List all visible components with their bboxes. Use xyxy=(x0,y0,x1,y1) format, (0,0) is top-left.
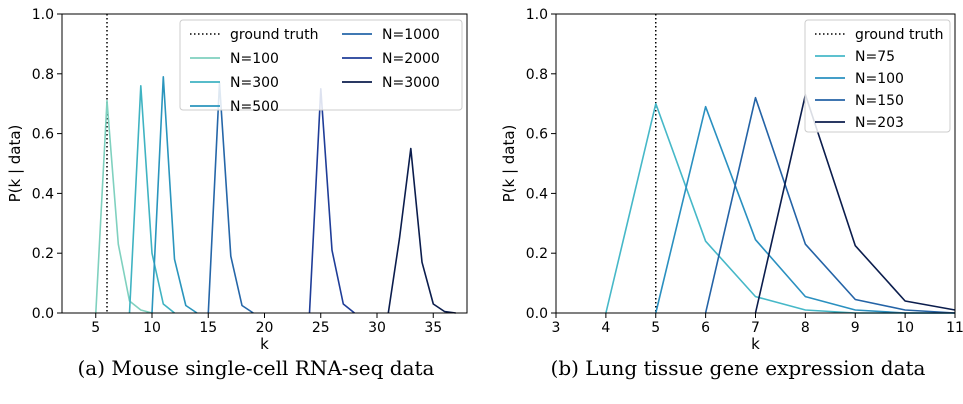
x-tick-label: 4 xyxy=(601,320,610,336)
x-tick-label: 15 xyxy=(199,320,217,336)
y-tick-label: 0.6 xyxy=(526,127,548,143)
x-tick-label: 5 xyxy=(91,320,100,336)
y-tick-label: 1.0 xyxy=(526,7,548,23)
panel-b: 3 4 5 6 7 8 9 10 11 0.0 0.2 0.4 0.6 0.8 1.0 k P(k | data… xyxy=(500,7,963,353)
panel-a: 5 10 15 20 25 30 35 0.0 0.2 0.4 0.6 0.8 1.0 k P(k | da… xyxy=(6,7,468,353)
y-tick-label: 0.4 xyxy=(32,186,54,202)
x-tick-label: 35 xyxy=(424,320,442,336)
series-line-n-100 xyxy=(95,99,153,314)
y-tick-label: 1.0 xyxy=(32,7,54,23)
x-tick-label: 11 xyxy=(946,320,963,336)
legend-label: ground truth xyxy=(855,27,943,43)
series-line-n-75 xyxy=(605,102,955,314)
y-axis-label: P(k | data) xyxy=(6,125,24,203)
legend: ground truth N=100 N=300 N=500 N=1000 N=2000 N… xyxy=(179,19,463,115)
x-tick-label: 7 xyxy=(751,320,760,336)
series-line-n-1000 xyxy=(207,82,254,314)
legend: ground truth N=75 N=100 N=150 N=203 xyxy=(804,19,951,133)
x-tick-label: 30 xyxy=(368,320,386,336)
x-axis-label: k xyxy=(260,335,269,353)
series-line-n-300 xyxy=(128,85,176,314)
series-line-n-100 xyxy=(655,105,955,314)
legend-label: N=100 xyxy=(855,71,904,87)
series-line-n-2000 xyxy=(308,88,356,314)
y-tick-label: 0.2 xyxy=(32,246,54,262)
x-tick-label: 5 xyxy=(651,320,660,336)
x-axis-label: k xyxy=(751,335,760,353)
legend-label: N=150 xyxy=(855,93,904,109)
series-line-n-203 xyxy=(754,93,956,314)
series-line-n-150 xyxy=(704,96,956,314)
x-tick-label: 25 xyxy=(312,320,330,336)
legend-label: N=100 xyxy=(230,51,279,67)
y-tick-label: 0.8 xyxy=(526,67,548,83)
legend-label: N=500 xyxy=(230,99,279,115)
legend-label: N=203 xyxy=(855,115,904,131)
x-tick-label: 8 xyxy=(801,320,810,336)
x-tick-label: 9 xyxy=(851,320,860,336)
x-tick-label: 6 xyxy=(701,320,710,336)
y-tick-label: 0.0 xyxy=(32,306,54,322)
caption-b: (b) Lung tissue gene expression data xyxy=(551,356,926,380)
legend-label: N=300 xyxy=(230,75,279,91)
legend-label: ground truth xyxy=(230,27,318,43)
x-tick-label: 20 xyxy=(256,320,274,336)
caption-a: (a) Mouse single-cell RNA-seq data xyxy=(78,356,435,380)
y-tick-label: 0.8 xyxy=(32,67,54,83)
legend-label: N=75 xyxy=(855,49,895,65)
legend-label: N=3000 xyxy=(382,75,440,91)
y-axis-label: P(k | data) xyxy=(500,125,518,203)
series-line-n-500 xyxy=(151,76,198,314)
x-tick-label: 10 xyxy=(896,320,914,336)
y-tick-label: 0.6 xyxy=(32,127,54,143)
legend-label: N=1000 xyxy=(382,27,440,43)
y-tick-label: 0.0 xyxy=(526,306,548,322)
y-tick-label: 0.2 xyxy=(526,246,548,262)
legend-box xyxy=(179,19,463,111)
x-tick-label: 3 xyxy=(552,320,561,336)
series-line-n-3000 xyxy=(387,147,456,314)
legend-box xyxy=(804,19,951,133)
x-tick-label: 10 xyxy=(143,320,161,336)
y-tick-label: 0.4 xyxy=(526,186,548,202)
legend-label: N=2000 xyxy=(382,51,440,67)
